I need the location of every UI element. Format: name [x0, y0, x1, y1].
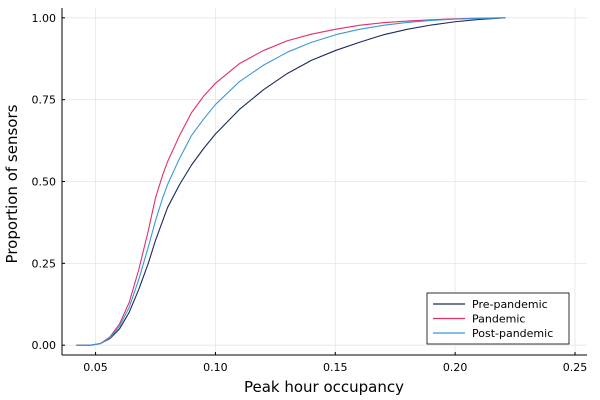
- x-tick-label: 0.05: [83, 361, 108, 374]
- series-line-pandemic: [76, 17, 506, 346]
- series-line-post-pandemic: [76, 17, 506, 346]
- axes: [61, 8, 587, 356]
- legend-label: Post-pandemic: [472, 327, 553, 340]
- tick-labels: 0.05 0.10 0.15 0.20 0.25 0.00 0.25 0.50 0.75 1.00: [32, 12, 588, 374]
- x-tick-label: 0.25: [563, 361, 588, 374]
- y-tick-label: 0.75: [32, 94, 57, 107]
- legend-label: Pandemic: [472, 313, 525, 326]
- y-tick-label: 0.25: [32, 257, 57, 270]
- x-tick-label: 0.15: [323, 361, 348, 374]
- series-line-pre-pandemic: [76, 17, 506, 346]
- x-tick-label: 0.10: [203, 361, 228, 374]
- x-tick-label: 0.20: [443, 361, 468, 374]
- x-axis-label: Peak hour occupancy: [244, 378, 404, 396]
- y-tick-label: 0.50: [32, 176, 57, 189]
- y-tick-label: 1.00: [32, 12, 57, 25]
- y-axis-label: Proportion of sensors: [3, 104, 21, 263]
- legend-label: Pre-pandemic: [472, 298, 548, 311]
- series-lines: [76, 17, 506, 346]
- y-tick-label: 0.00: [32, 339, 57, 352]
